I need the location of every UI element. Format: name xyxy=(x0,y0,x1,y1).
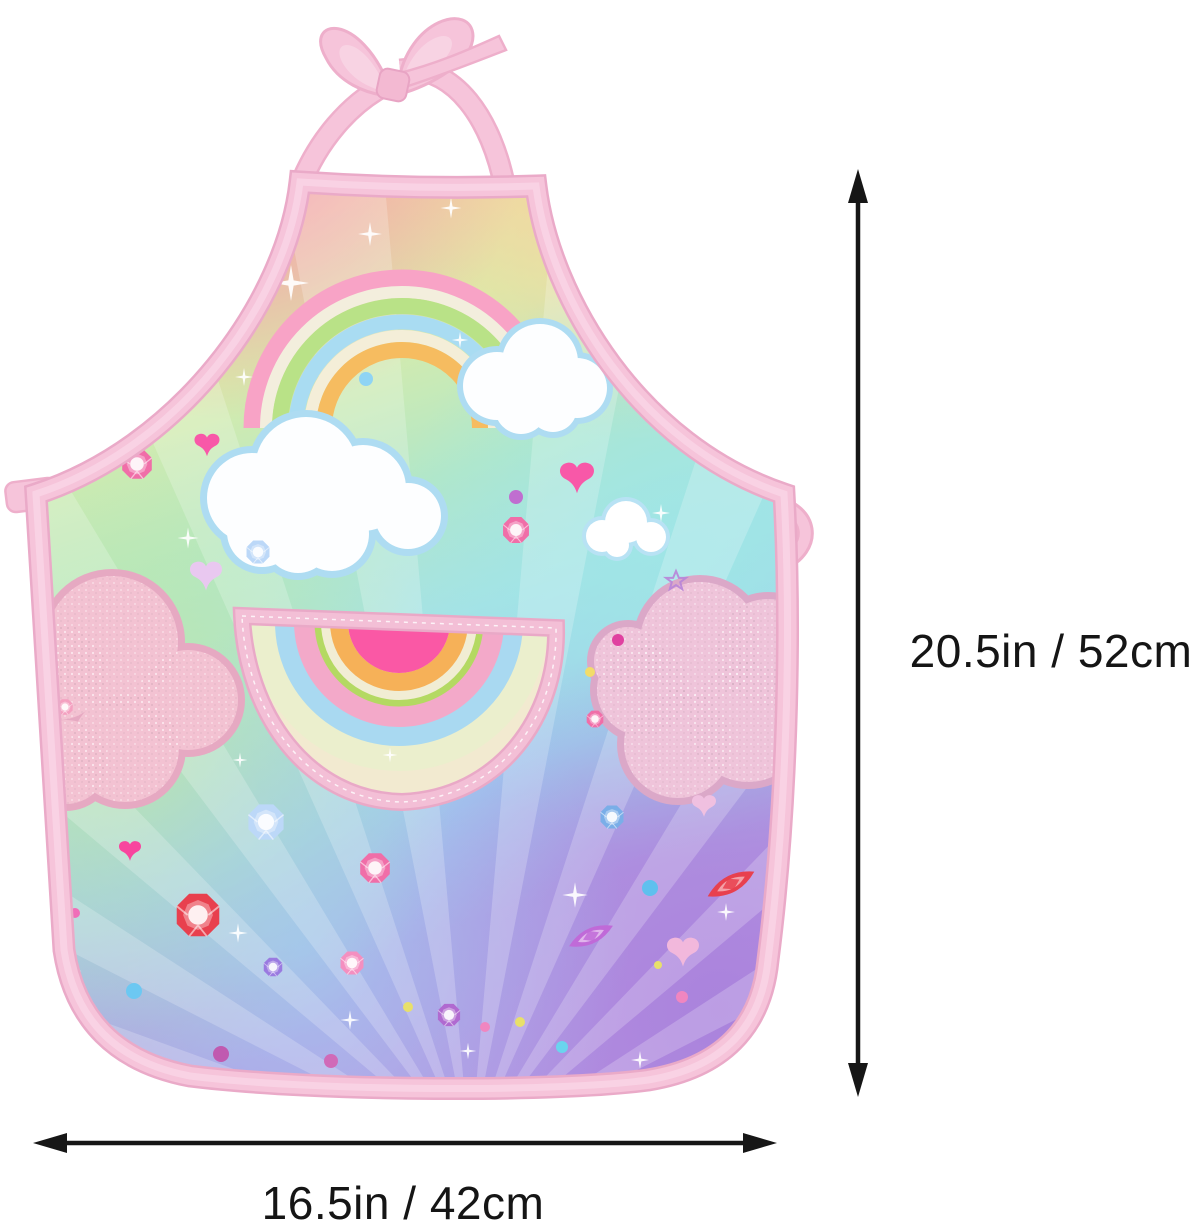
height-dimension-label: 20.5in / 52cm xyxy=(909,625,1193,677)
cloud-small-icon xyxy=(582,497,670,561)
arrowhead-down-icon xyxy=(848,1063,868,1097)
gem-icon xyxy=(437,1003,461,1027)
gem-icon xyxy=(359,852,391,884)
neck-tie-straps xyxy=(289,17,517,191)
cloud-large-icon xyxy=(200,410,448,580)
star-outline-icon xyxy=(662,568,690,592)
sparkles-layer xyxy=(60,197,735,1069)
gem-icon xyxy=(586,710,604,728)
neck-tie-bow xyxy=(319,17,508,103)
width-dimension-label: 16.5in / 42cm xyxy=(261,1177,545,1228)
height-dimension-arrow xyxy=(848,169,868,1097)
gem-icon xyxy=(175,892,221,938)
gem-icon xyxy=(502,516,530,544)
gem-icon xyxy=(247,803,285,841)
apron-binding xyxy=(23,169,799,1101)
bow-knot xyxy=(375,67,411,103)
cloud-right-icon xyxy=(457,318,613,440)
width-dimension-arrow xyxy=(33,1133,777,1153)
pocket xyxy=(232,606,566,812)
gem-icon xyxy=(600,805,624,829)
arrowhead-up-icon xyxy=(848,169,868,203)
gem-icon xyxy=(340,951,364,975)
gem-icon xyxy=(263,957,283,977)
arrowhead-left-icon xyxy=(33,1133,67,1153)
arrowhead-right-icon xyxy=(743,1133,777,1153)
gem-icon xyxy=(246,540,270,564)
